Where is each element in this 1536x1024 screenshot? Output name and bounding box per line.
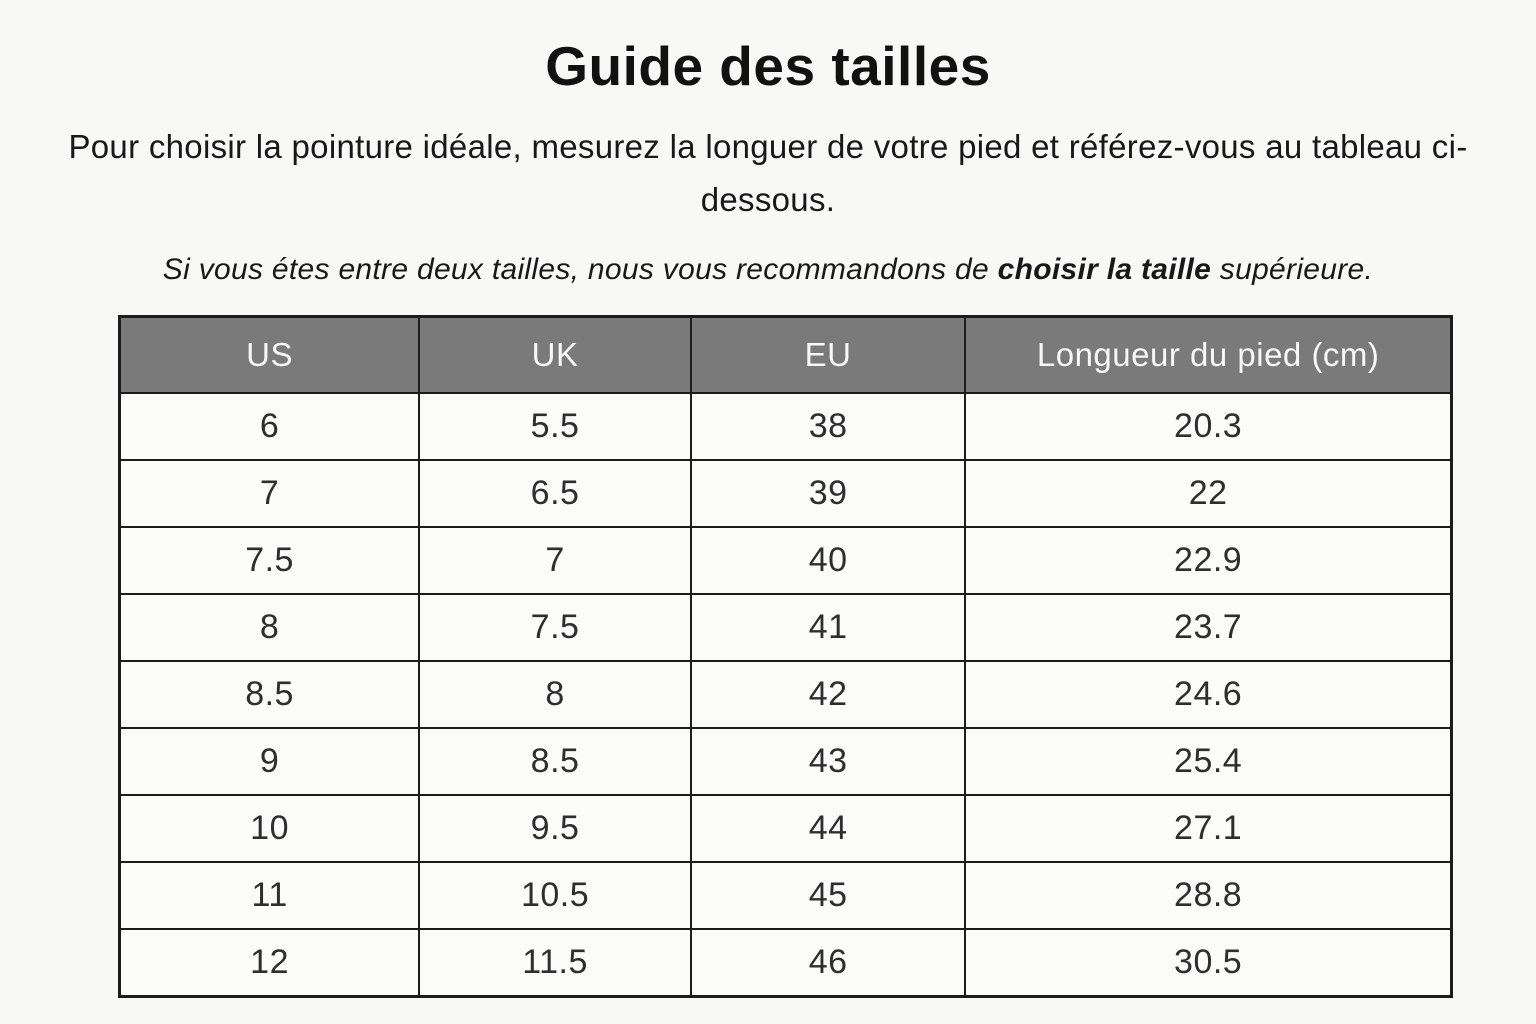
table-cell: 9 xyxy=(118,727,421,797)
table-cell: 5.5 xyxy=(418,392,692,462)
table-row: 10 9.5 44 27.1 xyxy=(118,794,1453,864)
table-cell: 10.5 xyxy=(418,861,692,931)
table-cell: 22 xyxy=(964,459,1453,529)
table-cell: 25.4 xyxy=(964,727,1453,797)
table-cell: 7 xyxy=(418,526,692,596)
table-cell: 11 xyxy=(118,861,421,931)
table-cell: 11.5 xyxy=(418,928,692,998)
table-cell: 6 xyxy=(118,392,421,462)
table-cell: 27.1 xyxy=(964,794,1453,864)
table-cell: 8 xyxy=(118,593,421,663)
page-title: Guide des tailles xyxy=(545,35,991,97)
table-cell: 39 xyxy=(689,459,967,529)
table-cell: 7.5 xyxy=(118,526,421,596)
table-cell: 22.9 xyxy=(964,526,1453,596)
table-cell: 12 xyxy=(118,928,421,998)
note-bold-phrase: choisir la taille xyxy=(997,252,1212,286)
table-cell: 24.6 xyxy=(964,660,1453,730)
column-header: UK xyxy=(418,315,692,395)
table-cell: 8 xyxy=(418,660,692,730)
table-row: 6 5.5 38 20.3 xyxy=(118,392,1453,462)
table-cell: 10 xyxy=(118,794,421,864)
table-cell: 43 xyxy=(689,727,967,797)
table-cell: 40 xyxy=(689,526,967,596)
table-cell: 7 xyxy=(118,459,421,529)
table-cell: 6.5 xyxy=(418,459,692,529)
table-cell: 41 xyxy=(689,593,967,663)
table-cell: 9.5 xyxy=(418,794,692,864)
table-cell: 45 xyxy=(689,861,967,931)
header-row: US UK EU Longueur du pied (cm) xyxy=(118,315,1453,395)
column-header: US xyxy=(118,315,421,395)
table-cell: 42 xyxy=(689,660,967,730)
table-cell: 8.5 xyxy=(118,660,421,730)
table-cell: 20.3 xyxy=(964,392,1453,462)
table-cell: 46 xyxy=(689,928,967,998)
size-table-header: US UK EU Longueur du pied (cm) xyxy=(118,315,1453,395)
column-header: EU xyxy=(689,315,967,395)
table-row: 8 7.5 41 23.7 xyxy=(118,593,1453,663)
table-row: 12 11.5 46 30.5 xyxy=(118,928,1453,998)
table-cell: 7.5 xyxy=(418,593,692,663)
table-row: 7.5 7 40 22.9 xyxy=(118,526,1453,596)
table-cell: 44 xyxy=(689,794,967,864)
size-guide-instructions: Pour choisir la pointure idéale, mesurez… xyxy=(68,128,1468,219)
note-prefix: Si vous étes entre deux tailles, nous vo… xyxy=(162,252,998,286)
table-cell: 8.5 xyxy=(418,727,692,797)
table-row: 9 8.5 43 25.4 xyxy=(118,727,1453,797)
table-cell: 28.8 xyxy=(964,861,1453,931)
size-recommendation-note: Si vous étes entre deux tailles, nous vo… xyxy=(38,253,1498,287)
size-table-body: 6 5.5 38 20.3 7 6.5 39 22 7.5 7 40 22.9 8 7.5 41 23.7 8.… xyxy=(118,392,1453,998)
note-suffix: supérieure. xyxy=(1211,252,1374,286)
table-cell: 23.7 xyxy=(964,593,1453,663)
table-row: 11 10.5 45 28.8 xyxy=(118,861,1453,931)
size-conversion-table: US UK EU Longueur du pied (cm) 6 5.5 38 20.3 7 6… xyxy=(118,314,1453,998)
column-header: Longueur du pied (cm) xyxy=(964,315,1453,395)
table-row: 7 6.5 39 22 xyxy=(118,459,1453,529)
table-cell: 38 xyxy=(689,392,967,462)
table-cell: 30.5 xyxy=(964,928,1453,998)
table-row: 8.5 8 42 24.6 xyxy=(118,660,1453,730)
